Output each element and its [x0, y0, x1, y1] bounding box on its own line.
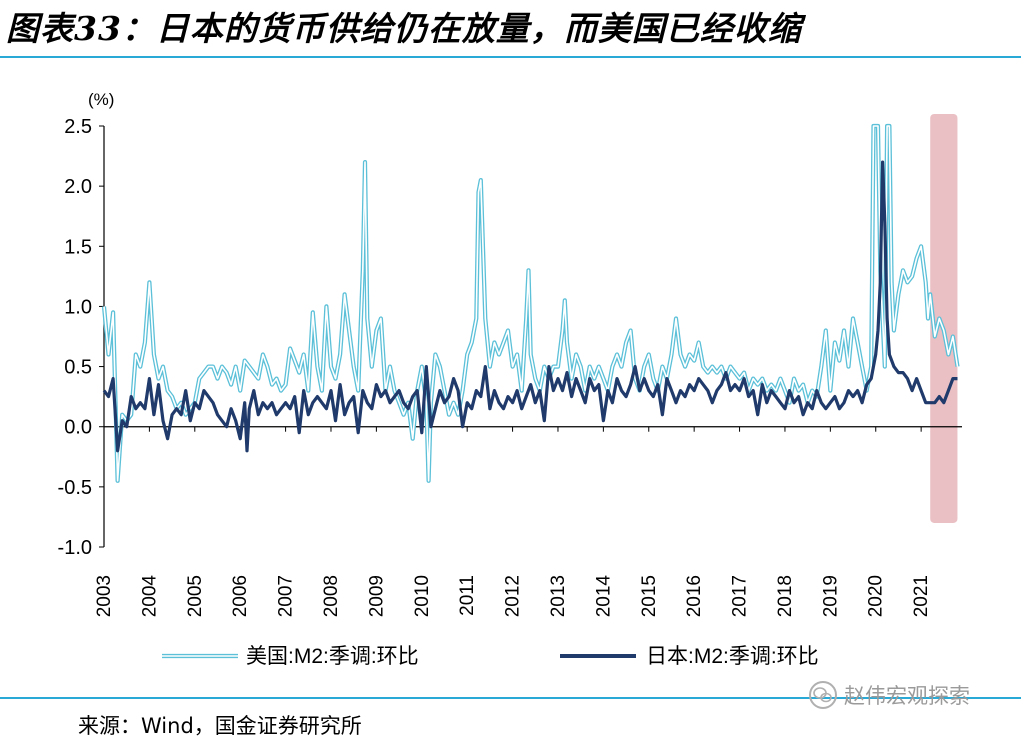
x-tick-label: 2018 — [775, 575, 796, 617]
y-axis: 2.5 2.0 1.5 1.0 0.5 0.0 -0.5 -1.0 — [58, 116, 105, 559]
y-tick-label: 2.0 — [64, 176, 92, 198]
x-tick-label: 2021 — [911, 575, 932, 617]
watermark-text: 赵伟宏观探索 — [844, 684, 970, 708]
x-tick-label: 2020 — [866, 575, 887, 617]
x-tick-label: 2009 — [366, 575, 387, 617]
y-tick-label: 2.5 — [64, 116, 92, 138]
wechat-icon — [809, 681, 837, 709]
x-tick-label: 2010 — [412, 575, 433, 617]
y-tick-label: -1.0 — [58, 537, 92, 559]
y-tick-label: 1.0 — [64, 296, 92, 318]
x-tick-label: 2016 — [684, 575, 705, 617]
source-note: 来源：Wind，国金证券研究所 — [78, 714, 362, 738]
x-tick-label: 2015 — [639, 575, 660, 617]
legend: 美国:M2:季调:环比 日本:M2:季调:环比 — [162, 645, 819, 668]
x-tick-label: 2006 — [230, 575, 251, 617]
legend-label-japan: 日本:M2:季调:环比 — [646, 645, 819, 668]
x-tick-label: 2013 — [548, 575, 569, 617]
highlight-band — [930, 113, 958, 523]
x-tick-label: 2004 — [139, 575, 160, 618]
series-line-us-inner — [103, 125, 959, 482]
x-tick-label: 2005 — [185, 575, 206, 617]
x-tick-label: 2019 — [820, 575, 841, 617]
y-unit-label: (%) — [88, 90, 114, 109]
line-chart: 2.52.01.51.00.50.0-0.5-1.0 2003 2004 2005 2… — [58, 90, 962, 668]
series-line-us — [101, 123, 960, 483]
x-tick-label: 2017 — [730, 575, 751, 617]
x-tick-label: 2008 — [321, 575, 342, 617]
x-tick-label: 2012 — [503, 575, 524, 617]
x-tick-label: 2003 — [94, 575, 115, 617]
y-tick-label: -0.5 — [58, 477, 92, 499]
source-divider — [0, 697, 1021, 699]
y-tick-label: 0.5 — [64, 357, 92, 379]
series-line-japan — [102, 160, 958, 453]
watermark: 赵伟宏观探索 — [808, 680, 970, 710]
chart-title: 图表33：日本的货币供给仍在放量，而美国已经收缩 — [6, 9, 802, 48]
x-tick-label: 2007 — [276, 575, 297, 617]
y-tick-label: 1.5 — [64, 236, 92, 258]
x-tick-label: 2014 — [593, 575, 614, 618]
x-tick-label: 2011 — [457, 575, 478, 616]
legend-label-us: 美国:M2:季调:环比 — [246, 645, 419, 668]
y-tick-label: 0.0 — [64, 417, 92, 439]
title-divider — [0, 56, 1021, 58]
series-lines — [101, 123, 960, 483]
x-axis: 2003 2004 2005 2006 2007 2008 2009 2010 2011 2012… — [94, 426, 962, 618]
